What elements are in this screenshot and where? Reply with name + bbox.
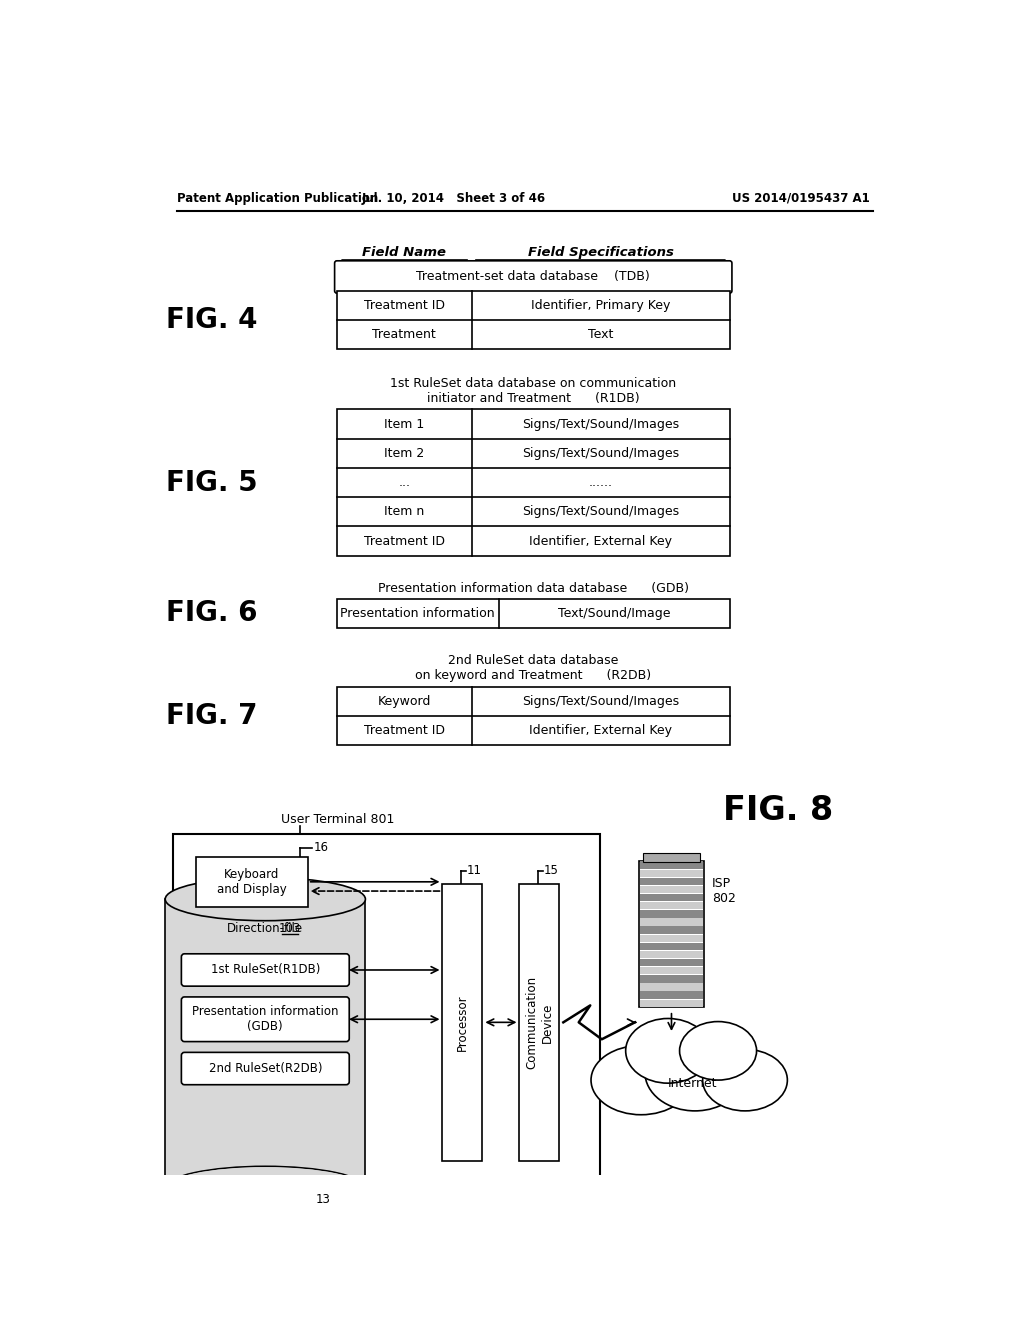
Text: Presentation information data database      (GDB): Presentation information data database (… bbox=[378, 582, 689, 594]
Ellipse shape bbox=[166, 1167, 365, 1209]
Ellipse shape bbox=[591, 1045, 691, 1114]
Text: Item 1: Item 1 bbox=[384, 417, 424, 430]
Text: FIG. 5: FIG. 5 bbox=[166, 469, 257, 496]
Bar bbox=[640, 991, 702, 999]
Text: FIG. 7: FIG. 7 bbox=[166, 702, 257, 730]
Text: FIG. 8: FIG. 8 bbox=[724, 795, 834, 828]
Ellipse shape bbox=[165, 1167, 366, 1209]
Bar bbox=[639, 861, 705, 1007]
Text: Internet: Internet bbox=[668, 1077, 718, 1090]
Bar bbox=[640, 999, 702, 1007]
Text: Treatment ID: Treatment ID bbox=[364, 535, 444, 548]
Text: Patent Application Publication: Patent Application Publication bbox=[177, 191, 378, 205]
Bar bbox=[519, 884, 559, 1162]
Text: Processor: Processor bbox=[456, 994, 469, 1051]
Text: Presentation information
(GDB): Presentation information (GDB) bbox=[193, 1006, 339, 1034]
Bar bbox=[640, 975, 702, 982]
Bar bbox=[640, 927, 702, 933]
Bar bbox=[640, 902, 702, 909]
Text: Signs/Text/Sound/Images: Signs/Text/Sound/Images bbox=[522, 506, 679, 519]
Text: Treatment: Treatment bbox=[373, 329, 436, 342]
Text: Presentation information: Presentation information bbox=[340, 607, 495, 620]
Text: 16: 16 bbox=[313, 841, 329, 854]
Text: Signs/Text/Sound/Images: Signs/Text/Sound/Images bbox=[522, 417, 679, 430]
Text: Text/Sound/Image: Text/Sound/Image bbox=[558, 607, 671, 620]
Bar bbox=[337, 686, 730, 744]
Ellipse shape bbox=[645, 1034, 745, 1111]
Text: Field Specifications: Field Specifications bbox=[527, 246, 674, 259]
Bar bbox=[173, 834, 600, 1210]
Text: Treatment-set data database    (TDB): Treatment-set data database (TDB) bbox=[417, 271, 650, 284]
Bar bbox=[640, 870, 702, 876]
Bar bbox=[337, 409, 730, 556]
Ellipse shape bbox=[680, 1022, 757, 1080]
Bar bbox=[640, 983, 702, 991]
Bar bbox=[640, 942, 702, 950]
Text: Field Name: Field Name bbox=[362, 246, 446, 259]
Text: US 2014/0195437 A1: US 2014/0195437 A1 bbox=[732, 191, 869, 205]
Text: ISP
802: ISP 802 bbox=[712, 878, 736, 906]
FancyBboxPatch shape bbox=[181, 1052, 349, 1085]
Bar bbox=[640, 958, 702, 966]
Text: 1st RuleSet(R1DB): 1st RuleSet(R1DB) bbox=[211, 964, 319, 977]
Text: Jul. 10, 2014   Sheet 3 of 46: Jul. 10, 2014 Sheet 3 of 46 bbox=[361, 191, 546, 205]
Text: Direction-file: Direction-file bbox=[227, 921, 303, 935]
Bar bbox=[640, 862, 702, 869]
Bar bbox=[640, 968, 702, 974]
Text: 2nd RuleSet data database: 2nd RuleSet data database bbox=[449, 653, 618, 667]
Text: User Terminal 801: User Terminal 801 bbox=[281, 813, 394, 826]
Bar bbox=[640, 878, 702, 884]
Text: FIG. 6: FIG. 6 bbox=[166, 599, 257, 627]
Bar bbox=[643, 853, 700, 862]
Ellipse shape bbox=[626, 1019, 711, 1084]
Text: on keyword and Treatment      (R2DB): on keyword and Treatment (R2DB) bbox=[415, 669, 651, 682]
Bar bbox=[442, 884, 482, 1162]
Ellipse shape bbox=[165, 878, 366, 921]
Text: Treatment ID: Treatment ID bbox=[364, 298, 444, 312]
Text: Item n: Item n bbox=[384, 506, 424, 519]
Text: 15: 15 bbox=[544, 865, 558, 878]
Text: 103: 103 bbox=[279, 921, 301, 935]
Bar bbox=[337, 599, 730, 628]
Text: 1st RuleSet data database on communication: 1st RuleSet data database on communicati… bbox=[390, 376, 676, 389]
Text: Identifier, External Key: Identifier, External Key bbox=[529, 535, 672, 548]
Bar bbox=[165, 899, 366, 1188]
Bar bbox=[640, 935, 702, 942]
Bar bbox=[196, 857, 307, 907]
Text: ...: ... bbox=[398, 477, 411, 490]
Bar bbox=[640, 894, 702, 902]
Text: ......: ...... bbox=[589, 477, 612, 490]
Text: Treatment ID: Treatment ID bbox=[364, 723, 444, 737]
Text: Item 2: Item 2 bbox=[384, 446, 424, 459]
FancyBboxPatch shape bbox=[181, 997, 349, 1041]
Text: Signs/Text/Sound/Images: Signs/Text/Sound/Images bbox=[522, 446, 679, 459]
Bar bbox=[640, 911, 702, 917]
Text: Signs/Text/Sound/Images: Signs/Text/Sound/Images bbox=[522, 694, 679, 708]
Text: Keyboard
and Display: Keyboard and Display bbox=[217, 867, 287, 896]
Text: Identifier, Primary Key: Identifier, Primary Key bbox=[531, 298, 671, 312]
Text: Text: Text bbox=[588, 329, 613, 342]
FancyBboxPatch shape bbox=[181, 954, 349, 986]
Bar bbox=[640, 886, 702, 894]
Text: FIG. 4: FIG. 4 bbox=[166, 306, 257, 334]
FancyBboxPatch shape bbox=[335, 261, 732, 293]
Text: Identifier, External Key: Identifier, External Key bbox=[529, 723, 672, 737]
Text: 11: 11 bbox=[466, 865, 481, 878]
Text: 2nd RuleSet(R2DB): 2nd RuleSet(R2DB) bbox=[209, 1063, 323, 1074]
Ellipse shape bbox=[702, 1049, 787, 1111]
Text: 13: 13 bbox=[315, 1193, 330, 1206]
Bar bbox=[640, 919, 702, 925]
Text: Keyword: Keyword bbox=[378, 694, 431, 708]
Text: initiator and Treatment      (R1DB): initiator and Treatment (R1DB) bbox=[427, 392, 640, 405]
Bar bbox=[337, 290, 730, 350]
Bar bbox=[640, 950, 702, 958]
Text: Communication
Device: Communication Device bbox=[525, 975, 553, 1069]
